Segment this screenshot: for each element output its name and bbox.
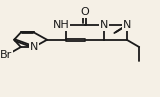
Text: N: N <box>30 42 38 52</box>
Text: Br: Br <box>0 50 12 60</box>
Text: O: O <box>80 7 89 17</box>
Text: N: N <box>100 20 108 30</box>
Text: NH: NH <box>53 20 69 30</box>
Text: N: N <box>123 20 131 30</box>
